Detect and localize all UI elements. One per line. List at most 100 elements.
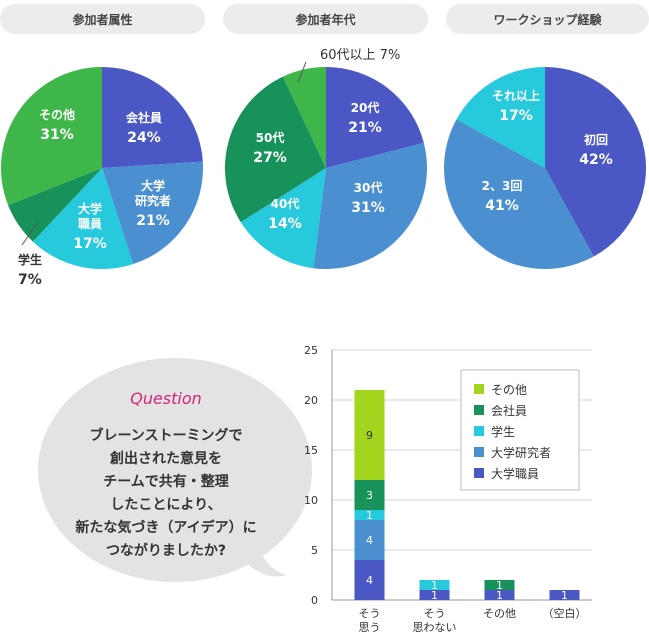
- pie-slice-label: 初回 42%: [579, 132, 613, 168]
- bar-category-label: 思う: [359, 621, 381, 634]
- bar-legend-label: 会社員: [491, 403, 527, 418]
- bar-data-label: 1: [496, 589, 503, 602]
- bar-y-tick: 20: [304, 394, 318, 407]
- bubble-body: [38, 358, 312, 582]
- bar-data-label: 1: [496, 579, 503, 592]
- pie-slice-label-text: 研究者: [135, 193, 171, 208]
- bar-segment: [549, 590, 580, 600]
- bar-y-tick: 0: [311, 594, 318, 607]
- pie-slice-label: 2、3回 41%: [482, 179, 523, 214]
- pie-slice: [282, 67, 326, 168]
- pie-slice-label-text: 30代: [354, 180, 383, 195]
- pie-slice-label-text: 学生: [18, 252, 42, 267]
- pie-slice-pct: 31%: [40, 127, 74, 143]
- pie-slice-label: それ以上 17%: [492, 88, 540, 124]
- pie-slice: [102, 161, 204, 265]
- pie-slice-label: 学生 7%: [18, 252, 42, 288]
- pie-slice-label-text: 50代: [256, 130, 285, 145]
- pie-slice-label-text: それ以上: [492, 88, 540, 103]
- bar-segment: [419, 590, 450, 600]
- pie-slice-pct: 17%: [499, 108, 533, 124]
- bar-segment: [484, 590, 515, 600]
- question-line: 創出された意見を: [109, 450, 222, 467]
- bar-segment: [354, 390, 385, 480]
- bar-y-tick: 15: [304, 444, 318, 457]
- pie-title-attributes: 参加者属性: [0, 4, 205, 34]
- bar-legend-label: 大学研究者: [491, 445, 551, 460]
- pie-slice-label-text: 40代: [271, 196, 300, 211]
- pie-leader-line: [297, 61, 307, 83]
- pie-slice-pct: 41%: [485, 198, 519, 214]
- bar-data-label: 1: [431, 589, 438, 602]
- pie-slice-label: 60代以上 7%: [320, 48, 400, 63]
- pie-slice-label-text: 大学: [78, 201, 102, 216]
- bar-data-label: 4: [366, 534, 373, 547]
- bar-y-tick: 5: [311, 544, 318, 557]
- bar-segment: [354, 510, 385, 520]
- pie-slice-label-text: 職員: [78, 216, 102, 231]
- pie-slice-pct: 21%: [348, 120, 382, 136]
- bar-data-label: 1: [561, 589, 568, 602]
- pie-slice-label: 会社員 24%: [126, 110, 162, 146]
- pie-slice: [225, 76, 326, 223]
- pie-slice: [545, 67, 646, 257]
- bar-y-tick: 25: [304, 344, 318, 357]
- stacked-bar-chart: 051015202544139そう思う11そう思わない11その他1（空白）その他…: [304, 344, 592, 634]
- pie-slice-pct: 31%: [351, 200, 385, 216]
- bar-category-label: そう: [424, 607, 446, 620]
- pie-slice-label-text: 2、3回: [482, 179, 523, 193]
- pie-slice-pct: 17%: [73, 236, 107, 252]
- question-heading: Question: [130, 389, 202, 408]
- bar-segment: [354, 560, 385, 600]
- bar-data-label: 3: [366, 489, 373, 502]
- question-line: したことにより、: [110, 497, 221, 513]
- bar-data-label: 9: [366, 429, 373, 442]
- bar-legend-label: 大学職員: [491, 466, 539, 481]
- pie-slice-label-text: 60代以上 7%: [320, 48, 400, 63]
- pie-slice-label: 大学職員 17%: [73, 201, 107, 252]
- pie-slice: [456, 67, 545, 168]
- pie-slice-pct: 7%: [18, 272, 42, 288]
- pie-slice-label: その他 31%: [39, 107, 75, 143]
- pie-slice-pct: 42%: [579, 152, 613, 168]
- pie-slice: [32, 168, 134, 269]
- pie-slice-pct: 14%: [268, 216, 302, 232]
- pie-title-workshop: ワークショップ経験: [446, 4, 649, 34]
- pie-slice-label: 大学研究者 21%: [135, 178, 171, 229]
- pie-slice: [326, 67, 424, 168]
- question-bubble: Question ブレーンストーミングで創出された意見をチームで共有・整理したこ…: [38, 358, 312, 582]
- bar-legend-swatch: [474, 405, 484, 415]
- bar-legend-swatch: [474, 468, 484, 478]
- pie-leader-line: [21, 221, 39, 246]
- pie-slice: [444, 119, 594, 269]
- question-line: チームで共有・整理: [103, 473, 229, 490]
- bar-data-label: 1: [366, 509, 373, 522]
- pie-slice: [313, 142, 428, 269]
- question-line: ブレーンストーミングで: [89, 427, 242, 444]
- bar-segment: [354, 480, 385, 510]
- bar-legend-label: その他: [491, 383, 527, 397]
- pie-slice-label-text: 初回: [584, 132, 608, 147]
- bar-category-label: （空白）: [543, 606, 587, 620]
- question-line: つながりましたか?: [106, 542, 226, 559]
- pie-slice-label-text: 大学: [141, 178, 165, 193]
- bar-segment: [419, 580, 450, 590]
- pie-slice-pct: 24%: [127, 130, 161, 146]
- pie-slice: [102, 67, 203, 168]
- bar-legend-swatch: [474, 426, 484, 436]
- bar-category-label: その他: [483, 607, 516, 620]
- pie-slice-label-text: その他: [39, 107, 75, 122]
- bar-legend-swatch: [474, 384, 484, 394]
- pie-slice: [240, 168, 326, 269]
- bar-category-label: そう: [359, 607, 381, 620]
- question-line: 新たな気づき（アイデア）に: [75, 519, 256, 536]
- pie-slice-pct: 27%: [253, 150, 287, 166]
- bar-legend-label: 学生: [491, 424, 515, 439]
- bar-data-label: 1: [431, 579, 438, 592]
- pie-slice-label-text: 20代: [351, 100, 380, 115]
